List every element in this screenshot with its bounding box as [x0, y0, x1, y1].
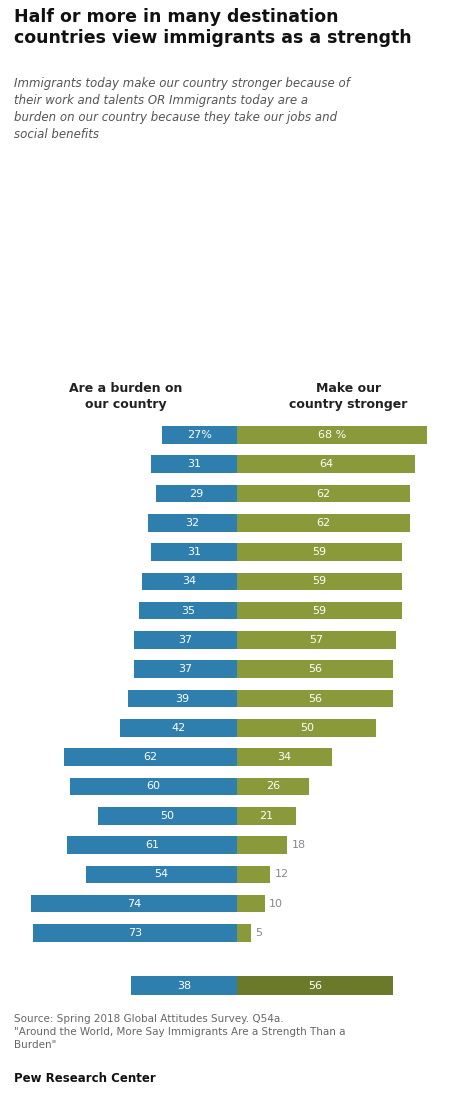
Text: 62: 62 — [144, 752, 158, 762]
Bar — [237, 924, 251, 941]
Text: Source: Spring 2018 Global Attitudes Survey. Q54a.
"Around the World, More Say I: Source: Spring 2018 Global Attitudes Sur… — [14, 1014, 346, 1050]
Bar — [237, 689, 393, 707]
Bar — [120, 719, 237, 737]
Text: 62: 62 — [316, 489, 330, 499]
Bar — [237, 544, 401, 561]
Bar — [237, 836, 287, 854]
Bar — [34, 924, 237, 941]
Text: 10: 10 — [269, 899, 283, 909]
Text: 50: 50 — [300, 723, 314, 733]
Bar — [237, 514, 410, 532]
Bar — [31, 894, 237, 912]
Text: 73: 73 — [128, 928, 142, 938]
Bar — [237, 456, 415, 473]
Text: 21: 21 — [259, 811, 273, 821]
Bar — [237, 572, 401, 590]
Text: 57: 57 — [310, 635, 324, 644]
Bar — [131, 975, 237, 995]
Bar — [237, 749, 332, 766]
Text: 62: 62 — [316, 517, 330, 528]
Bar — [148, 514, 237, 532]
Text: Immigrants today make our country stronger because of
their work and talents OR : Immigrants today make our country strong… — [14, 77, 350, 140]
Text: 5: 5 — [255, 928, 262, 938]
Bar — [70, 778, 237, 796]
Bar — [237, 894, 265, 912]
Text: 61: 61 — [145, 840, 159, 850]
Text: 34: 34 — [277, 752, 292, 762]
Bar — [162, 426, 237, 444]
Bar — [237, 426, 427, 444]
Bar — [151, 456, 237, 473]
Text: 42: 42 — [171, 723, 186, 733]
Text: 27%: 27% — [187, 430, 212, 439]
Text: 37: 37 — [178, 664, 192, 674]
Text: 59: 59 — [312, 606, 326, 616]
Bar — [237, 484, 410, 502]
Bar — [134, 661, 237, 678]
Bar — [139, 602, 237, 619]
Text: 59: 59 — [312, 547, 326, 557]
Bar — [237, 807, 296, 824]
Text: 68 %: 68 % — [318, 430, 346, 439]
Text: 56: 56 — [308, 981, 322, 991]
Text: Are a burden on
our country: Are a burden on our country — [69, 383, 182, 411]
Text: 12: 12 — [274, 869, 289, 879]
Bar — [237, 719, 376, 737]
Bar — [237, 661, 393, 678]
Text: 38: 38 — [177, 981, 191, 991]
Text: 35: 35 — [181, 606, 195, 616]
Text: 74: 74 — [127, 899, 141, 909]
Bar — [237, 866, 271, 883]
Text: 31: 31 — [187, 459, 201, 469]
Bar — [237, 631, 396, 649]
Bar — [151, 544, 237, 561]
Text: 37: 37 — [178, 635, 192, 644]
Text: 32: 32 — [185, 517, 200, 528]
Bar — [128, 689, 237, 707]
Bar — [237, 602, 401, 619]
Text: 59: 59 — [312, 576, 326, 586]
Text: 31: 31 — [187, 547, 201, 557]
Bar — [237, 975, 393, 995]
Text: Make our
country stronger: Make our country stronger — [289, 383, 408, 411]
Bar — [134, 631, 237, 649]
Bar — [64, 749, 237, 766]
Bar — [237, 778, 310, 796]
Bar — [86, 866, 237, 883]
Text: 54: 54 — [155, 869, 169, 879]
Text: 29: 29 — [190, 489, 204, 499]
Bar — [98, 807, 237, 824]
Text: 34: 34 — [182, 576, 197, 586]
Text: 50: 50 — [160, 811, 174, 821]
Text: Half or more in many destination
countries view immigrants as a strength: Half or more in many destination countri… — [14, 8, 412, 47]
Text: 56: 56 — [308, 694, 322, 704]
Bar — [156, 484, 237, 502]
Text: 39: 39 — [175, 694, 190, 704]
Text: 26: 26 — [266, 781, 280, 791]
Text: Pew Research Center: Pew Research Center — [14, 1072, 156, 1085]
Text: 56: 56 — [308, 664, 322, 674]
Bar — [67, 836, 237, 854]
Text: 64: 64 — [319, 459, 333, 469]
Text: 18: 18 — [292, 840, 306, 850]
Bar — [142, 572, 237, 590]
Text: 60: 60 — [146, 781, 160, 791]
